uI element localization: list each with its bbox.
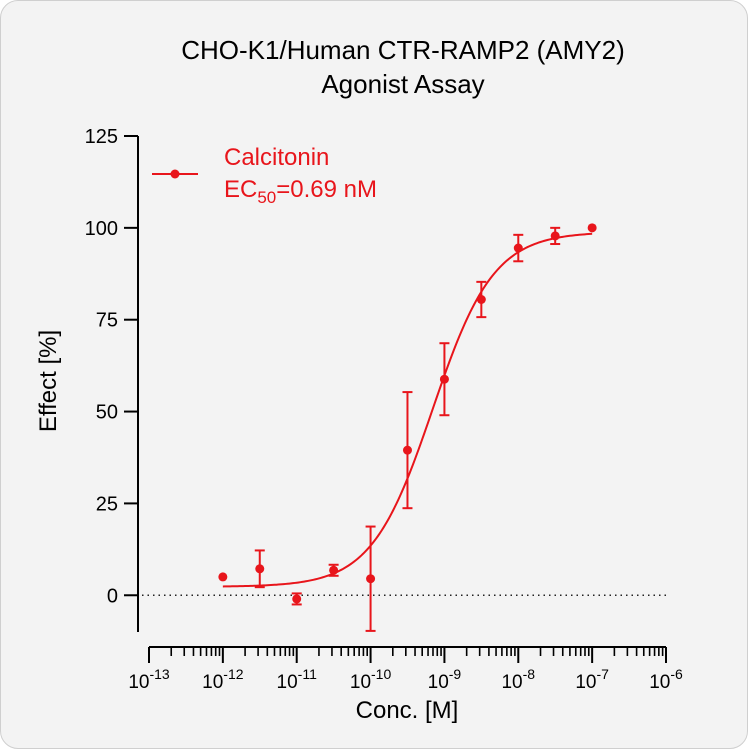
x-tick-exponent: -11	[298, 666, 317, 682]
y-axis: 0 25 50 75 100 125	[85, 126, 139, 632]
data-points-layer	[218, 223, 597, 632]
chart-title-line2: Agonist Assay	[321, 69, 484, 99]
x-tick-exponent: -12	[223, 666, 243, 682]
x-tick-label: 10-7	[575, 666, 609, 693]
data-point	[292, 594, 302, 604]
y-tick-label: 0	[107, 585, 118, 607]
x-tick-base: 10	[501, 672, 522, 693]
data-point	[476, 294, 486, 304]
x-tick-label: 10-9	[428, 666, 462, 693]
data-point	[218, 572, 228, 582]
x-tick-base: 10	[350, 672, 371, 693]
x-axis-label: Conc. [M]	[356, 697, 459, 724]
y-tick-label: 125	[85, 126, 118, 148]
data-point	[329, 565, 339, 575]
legend: Calcitonin EC50=0.69 nM	[152, 144, 377, 207]
x-tick-base: 10	[128, 672, 149, 693]
x-tick-exponent: -13	[149, 666, 169, 682]
x-tick-exponent: -10	[371, 666, 391, 682]
data-point	[402, 445, 412, 455]
x-tick-label: 10-6	[649, 666, 683, 693]
x-tick-base: 10	[428, 672, 449, 693]
legend-ec50: EC50=0.69 nM	[224, 176, 377, 207]
x-tick-base: 10	[202, 672, 223, 693]
y-axis-label: Effect [%]	[35, 330, 62, 432]
y-tick-label: 100	[85, 218, 118, 240]
x-tick-label: 10-11	[277, 666, 318, 693]
legend-ec50-subscript: 50	[257, 188, 276, 207]
x-tick-exponent: -9	[449, 666, 462, 682]
legend-series-name: Calcitonin	[224, 144, 329, 171]
data-point	[550, 231, 560, 241]
x-tick-label: 10-8	[501, 666, 535, 693]
data-point	[587, 223, 597, 233]
x-axis: 10-13 10-12 10-11 10-10 10-9 10-8 10-7 10-6	[128, 646, 683, 693]
x-tick-exponent: -7	[596, 666, 609, 682]
x-tick-base: 10	[277, 672, 298, 693]
x-tick-label: 10-13	[128, 666, 170, 693]
legend-ec50-prefix: EC	[224, 176, 257, 203]
y-tick-label: 50	[96, 402, 118, 424]
y-tick-label: 75	[96, 310, 118, 332]
data-point	[513, 243, 523, 253]
x-tick-label: 10-10	[350, 666, 392, 693]
y-tick-label: 25	[96, 493, 118, 515]
data-point	[439, 374, 449, 384]
chart-title-line1: CHO-K1/Human CTR-RAMP2 (AMY2)	[181, 35, 625, 65]
x-tick-exponent: -8	[523, 666, 536, 682]
x-tick-label: 10-12	[202, 666, 244, 693]
legend-ec50-value: =0.69 nM	[276, 176, 377, 203]
x-tick-base: 10	[649, 672, 670, 693]
legend-marker	[170, 169, 180, 179]
x-tick-exponent: -6	[670, 666, 683, 682]
data-point	[255, 564, 265, 574]
x-tick-base: 10	[575, 672, 596, 693]
data-point	[366, 574, 376, 584]
